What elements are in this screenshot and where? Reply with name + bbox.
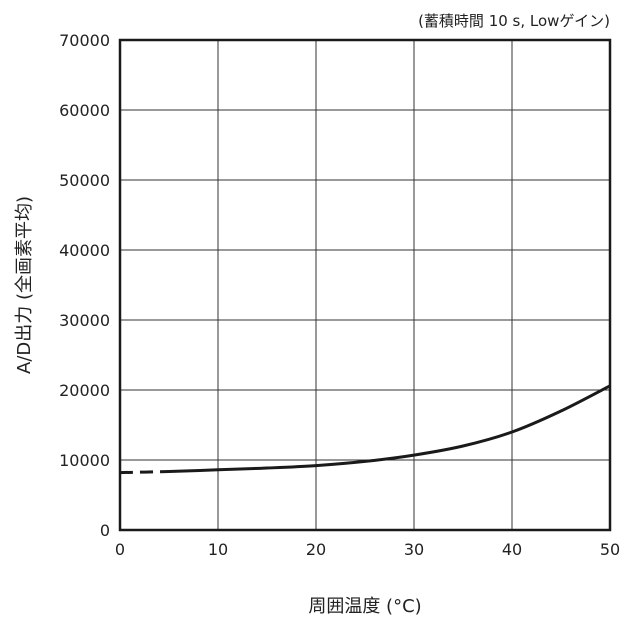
- y-tick-label: 30000: [59, 311, 110, 330]
- y-tick-label: 60000: [59, 101, 110, 120]
- series-layer: [119, 384, 611, 475]
- x-tick-label: 20: [306, 540, 326, 559]
- y-tick-label: 70000: [59, 31, 110, 50]
- x-tick-labels: 0 10 20 30 40 50: [115, 540, 620, 559]
- y-tick-label: 10000: [59, 451, 110, 470]
- plot-frame: [118, 38, 612, 532]
- y-tick-label: 20000: [59, 381, 110, 400]
- x-tick-label: 10: [208, 540, 228, 559]
- x-tick-label: 40: [502, 540, 522, 559]
- chart-annotation: (蓄積時間 10 s, Lowゲイン): [418, 12, 610, 30]
- x-tick-label: 50: [600, 540, 620, 559]
- y-axis-title: A/D出力 (全画素平均): [14, 196, 35, 374]
- x-tick-label: 30: [404, 540, 424, 559]
- grid: [120, 40, 610, 530]
- y-tick-label: 50000: [59, 171, 110, 190]
- series-dashed-line: [119, 470, 170, 475]
- y-tick-label: 40000: [59, 241, 110, 260]
- series-line: [168, 384, 611, 474]
- x-axis-title: 周囲温度 (°C): [308, 596, 421, 617]
- y-tick-label: 0: [100, 521, 110, 540]
- y-tick-labels: 0 10000 20000 30000 40000 50000 60000 70000: [59, 31, 110, 540]
- x-tick-label: 0: [115, 540, 125, 559]
